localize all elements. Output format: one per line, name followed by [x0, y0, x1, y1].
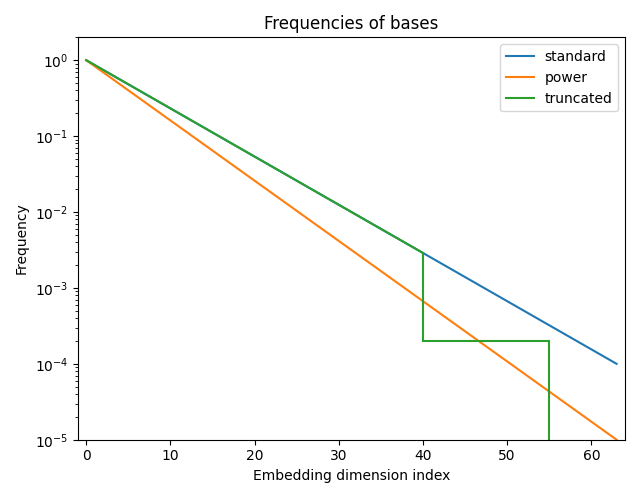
Title: Frequencies of bases: Frequencies of bases [264, 15, 438, 33]
power [419, 298, 427, 304]
truncated [184, 115, 191, 121]
truncated [318, 192, 326, 198]
truncated [352, 212, 360, 218]
truncated [369, 221, 376, 227]
truncated [83, 57, 90, 63]
truncated [268, 163, 275, 169]
truncated [200, 124, 208, 130]
truncated [343, 207, 351, 213]
truncated [124, 81, 132, 87]
truncated [259, 158, 267, 164]
truncated [91, 62, 99, 68]
power [83, 57, 90, 63]
truncated [411, 245, 419, 251]
Line: power: power [86, 60, 616, 440]
truncated [326, 197, 334, 203]
truncated [209, 129, 216, 135]
standard [343, 207, 351, 213]
power [377, 268, 385, 274]
truncated [377, 226, 385, 232]
truncated [360, 216, 368, 222]
truncated [403, 241, 410, 247]
truncated [276, 168, 284, 174]
power [343, 244, 351, 250]
truncated [234, 144, 241, 150]
power [612, 437, 620, 443]
truncated [310, 187, 317, 193]
truncated [394, 236, 401, 242]
power [301, 214, 309, 220]
Line: standard: standard [86, 60, 616, 364]
truncated [293, 178, 301, 184]
truncated [385, 231, 393, 237]
truncated [301, 182, 309, 188]
power [428, 304, 435, 310]
truncated [108, 72, 115, 78]
Y-axis label: Frequency: Frequency [15, 203, 29, 274]
truncated [284, 173, 292, 179]
truncated [335, 202, 342, 208]
truncated [99, 67, 107, 73]
truncated [225, 139, 233, 145]
truncated [158, 101, 166, 107]
Legend: standard, power, truncated: standard, power, truncated [500, 44, 618, 111]
standard [428, 255, 435, 261]
truncated [166, 106, 174, 112]
truncated [251, 153, 259, 159]
truncated [192, 120, 200, 126]
standard [419, 250, 427, 256]
truncated [150, 96, 157, 102]
standard [150, 96, 157, 102]
standard [377, 226, 385, 232]
standard [301, 182, 309, 188]
standard [83, 57, 90, 63]
truncated [243, 149, 250, 155]
Line: truncated: truncated [86, 60, 423, 253]
truncated [217, 134, 225, 140]
standard [612, 361, 620, 367]
truncated [116, 77, 124, 83]
truncated [419, 250, 427, 256]
power [150, 106, 157, 112]
truncated [133, 86, 141, 92]
truncated [141, 91, 149, 97]
truncated [175, 110, 182, 116]
X-axis label: Embedding dimension index: Embedding dimension index [253, 469, 450, 483]
